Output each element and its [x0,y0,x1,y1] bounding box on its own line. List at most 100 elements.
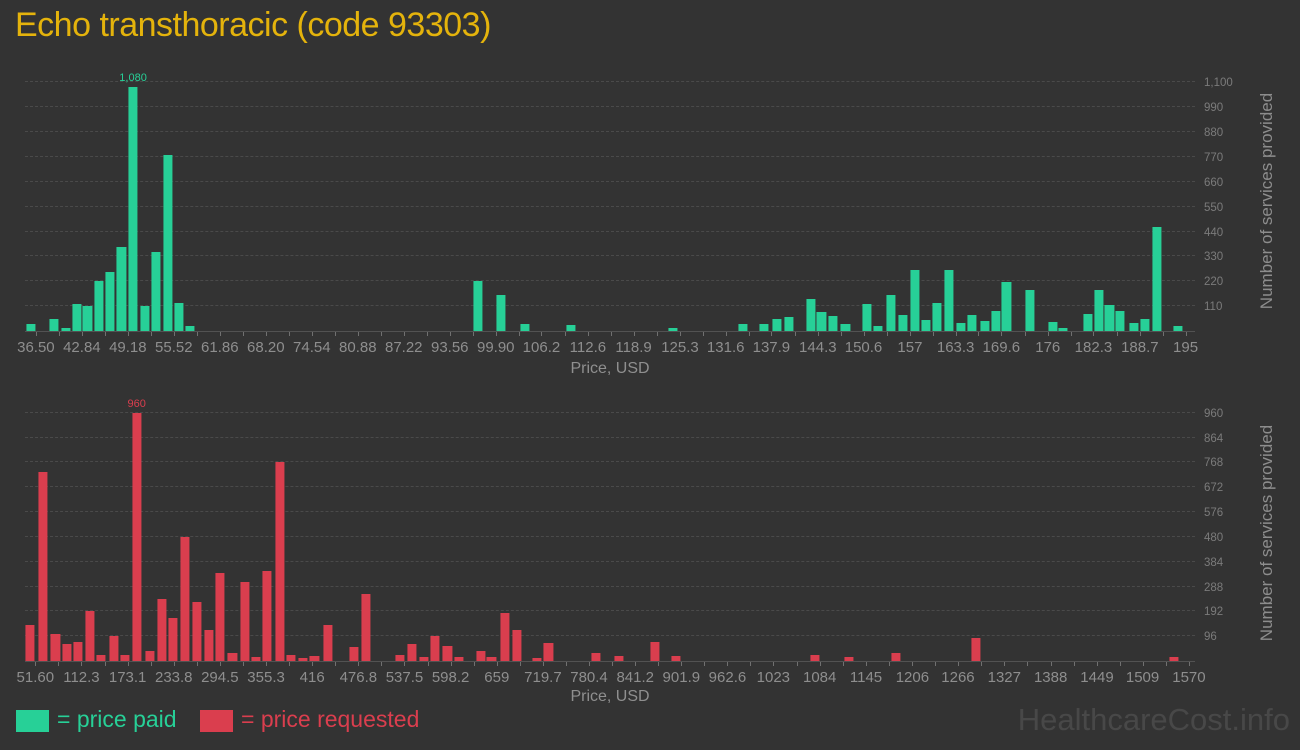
minor-tick-mark [1119,662,1121,666]
minor-tick-mark [427,662,429,666]
y-tick-label: 960 [1204,407,1224,420]
x-tick-label: 131.6 [706,339,745,356]
histogram-bar [163,154,173,331]
histogram-bar [26,324,36,331]
x-tick-label: 137.9 [752,339,791,356]
gridline [25,155,1195,157]
histogram-bar [496,294,506,331]
histogram-bar [1115,310,1125,331]
price-requested-x-axis: 51.60 112.3 173.1 233.8 294.5 355.3 416 476.8 53… [17,661,1206,688]
histogram-bar [116,247,127,331]
gridline [25,511,1195,513]
tick-mark [679,332,681,336]
price-paid-y-axis-title: Number of services provided [1257,92,1276,310]
gridline [25,486,1195,488]
minor-tick-mark [196,662,198,666]
gridline [25,585,1195,587]
minor-tick-mark [104,332,106,336]
tick-mark [219,332,221,336]
y-tick-label: 330 [1204,251,1224,264]
y-tick-label: 768 [1204,457,1224,470]
x-tick-label: 169.6 [982,339,1021,356]
y-tick-label: 96 [1204,631,1217,644]
gridline [25,255,1195,257]
minor-tick-mark [150,332,152,336]
tick-mark [127,332,129,336]
minor-tick-mark [289,662,291,666]
gridline [25,411,1195,413]
minor-tick-mark [889,662,891,666]
price-requested-plot-area: 960 [25,398,1195,661]
tick-mark [312,662,314,666]
histogram-bar [1048,321,1058,331]
x-tick-label: 157 [897,339,923,356]
histogram-bar [591,653,601,661]
histogram-bar [891,653,901,661]
x-tick-label: 173.1 [108,669,147,686]
x-tick-label: 106.2 [522,339,561,356]
histogram-bar [323,624,333,661]
histogram-bar [980,320,990,331]
histogram-bar [168,618,178,661]
minor-tick-mark [981,662,983,666]
histogram-bar [910,269,920,331]
x-tick-label: 144.3 [799,339,837,356]
x-tick-label: 188.7 [1121,339,1159,356]
histogram-bar [543,642,554,661]
x-tick-label: 182.3 [1074,339,1113,356]
histogram-bar [61,327,71,331]
minor-tick-mark [702,332,704,336]
tick-mark [817,332,819,336]
histogram-bar [816,311,826,331]
histogram-bar [671,655,681,661]
minor-tick-mark [150,662,152,666]
y-tick-label: 440 [1204,226,1224,239]
x-tick-label: 42.84 [63,339,101,356]
x-tick-label: 476.8 [339,669,378,686]
tick-mark [863,332,865,336]
tick-mark [266,662,268,666]
x-tick-label: 1570 [1172,669,1206,686]
y-tick-label: 660 [1204,176,1224,189]
price-requested-y-axis-title: Number of services provided [1257,424,1276,642]
histogram-bar [932,302,942,331]
x-tick-label: 1509 [1125,669,1160,686]
histogram-bar [532,658,542,661]
histogram-bar [174,302,184,331]
histogram-bar [1104,305,1114,331]
tick-mark [404,662,406,666]
histogram-bar [407,644,417,661]
histogram-bar [1083,314,1093,331]
histogram-bar [192,601,202,661]
histogram-bar [71,303,82,331]
histogram-bar [109,636,119,661]
histogram-bar [395,654,405,661]
minor-tick-mark [1024,332,1026,336]
page-title: Echo transthoracic (code 93303) [15,6,491,44]
minor-tick-mark [196,332,198,336]
y-tick-label: 288 [1204,581,1224,594]
histogram-bar [419,657,429,661]
histogram-bar [971,637,981,661]
histogram-bar [843,657,854,661]
tick-mark [219,662,221,666]
minor-tick-mark [565,662,567,666]
tick-mark [957,662,959,666]
tick-mark [725,332,727,336]
minor-tick-mark [473,662,475,666]
tick-mark [357,332,359,336]
gridline [25,535,1195,537]
tick-mark [727,662,729,666]
x-tick-label: 233.8 [154,669,193,686]
tick-mark [589,662,591,666]
minor-tick-mark [1027,662,1029,666]
x-tick-label: 659 [484,669,510,686]
histogram-bar [204,629,214,661]
tick-mark [633,332,635,336]
histogram-bar [50,633,60,661]
x-tick-label: 1023 [756,669,791,686]
tick-mark [1001,332,1003,336]
histogram-bar [738,324,748,331]
y-tick-label: 880 [1204,127,1224,140]
